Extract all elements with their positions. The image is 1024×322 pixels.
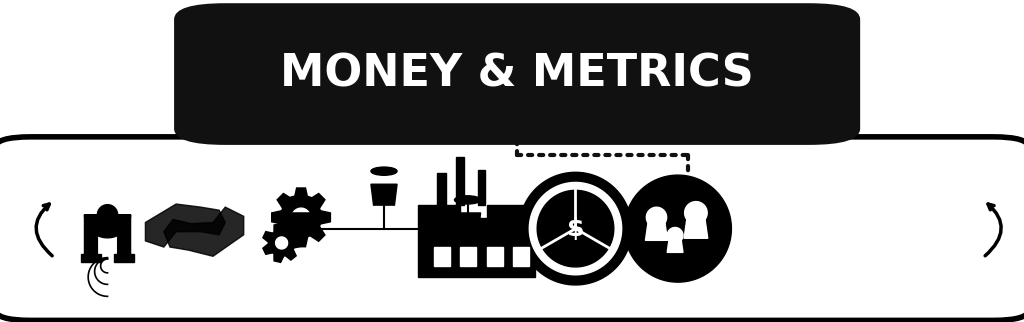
Polygon shape [418, 205, 535, 229]
Circle shape [371, 167, 397, 175]
Polygon shape [519, 172, 632, 285]
Polygon shape [685, 202, 708, 224]
Polygon shape [371, 184, 397, 205]
Polygon shape [145, 204, 225, 247]
Polygon shape [460, 247, 476, 266]
Polygon shape [668, 228, 683, 243]
Polygon shape [164, 207, 244, 256]
Text: MONEY & METRICS: MONEY & METRICS [281, 52, 754, 96]
Polygon shape [513, 247, 529, 266]
Polygon shape [455, 213, 480, 234]
Circle shape [288, 196, 313, 204]
Polygon shape [457, 157, 464, 205]
Polygon shape [81, 254, 101, 262]
Polygon shape [478, 170, 485, 205]
Polygon shape [529, 183, 622, 275]
Polygon shape [275, 237, 288, 249]
Polygon shape [114, 254, 134, 262]
Polygon shape [486, 247, 503, 266]
Polygon shape [433, 247, 450, 266]
Polygon shape [625, 175, 731, 282]
Polygon shape [288, 213, 313, 234]
Polygon shape [684, 215, 708, 238]
Polygon shape [668, 237, 683, 252]
Polygon shape [646, 207, 667, 228]
FancyBboxPatch shape [0, 137, 1024, 320]
Circle shape [455, 196, 480, 204]
Polygon shape [538, 190, 613, 267]
Polygon shape [84, 205, 131, 254]
Polygon shape [271, 188, 331, 247]
Polygon shape [645, 219, 668, 240]
Polygon shape [418, 229, 535, 277]
Polygon shape [437, 173, 446, 205]
Polygon shape [292, 208, 310, 227]
Polygon shape [263, 223, 301, 262]
Text: $: $ [566, 217, 585, 241]
FancyBboxPatch shape [174, 3, 860, 145]
